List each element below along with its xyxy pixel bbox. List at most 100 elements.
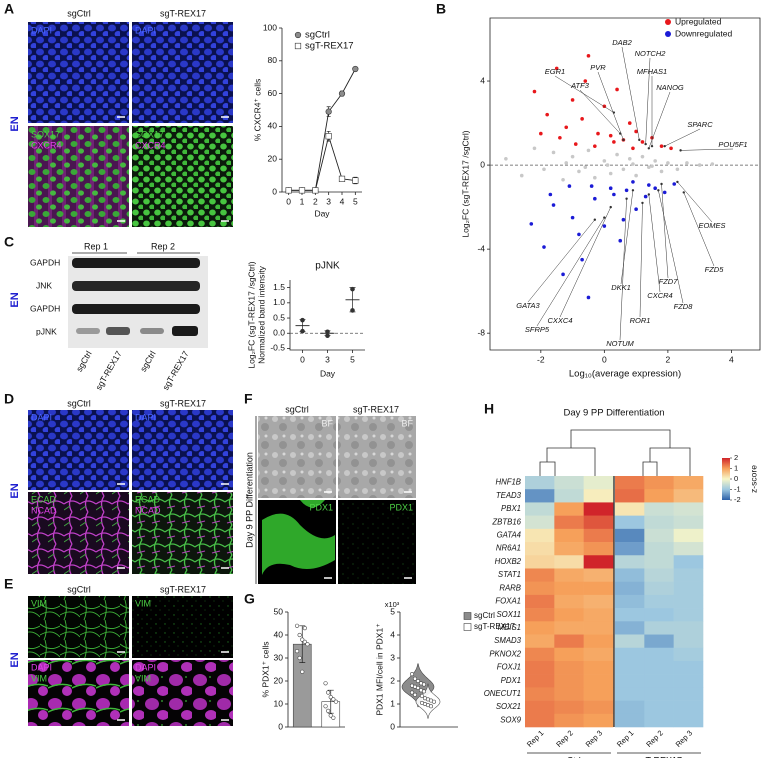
heatmap-cell — [615, 647, 645, 662]
panel-letter: H — [484, 401, 494, 417]
point — [659, 144, 664, 148]
y-tick-label: 10 — [274, 698, 284, 708]
y-tick-label: 20 — [274, 675, 284, 685]
point — [634, 173, 638, 178]
point — [675, 167, 680, 172]
heatmap-cell — [673, 502, 704, 516]
heatmap-cell — [615, 489, 645, 503]
heatmap-cell — [583, 542, 614, 556]
side-label: EN — [9, 292, 21, 307]
y-tick-label: 80 — [268, 55, 278, 65]
point — [647, 165, 651, 169]
point — [558, 135, 562, 140]
stain-label: SOX17 — [135, 129, 164, 139]
replicate-header: Rep 2 — [151, 241, 175, 251]
point — [415, 678, 420, 683]
side-label: Day 9 PP Differentiation — [244, 452, 254, 548]
point — [331, 715, 336, 720]
panel-letter: A — [4, 1, 14, 17]
heatmap-cell — [615, 700, 645, 715]
point — [350, 308, 355, 313]
annotation-leader — [597, 71, 624, 140]
marker — [285, 187, 292, 194]
marker — [312, 187, 319, 194]
marker — [352, 177, 359, 184]
point — [564, 125, 569, 130]
heatmap-cell — [554, 687, 584, 701]
point — [567, 184, 572, 188]
y-tick-label: 0.0 — [273, 328, 285, 338]
point — [593, 144, 597, 148]
column-label: Rep 1 — [615, 728, 636, 749]
point — [548, 192, 553, 197]
micrograph — [338, 416, 416, 498]
heatmap-cell — [673, 515, 704, 530]
annotation-label: DKK1 — [611, 283, 631, 292]
colorbar-tick-label: 2 — [734, 453, 738, 462]
annotated-point — [679, 149, 682, 152]
y-tick-label: 100 — [263, 22, 277, 32]
micrograph — [132, 492, 233, 574]
heatmap-cell — [615, 555, 645, 569]
colorbar-tick-label: 0 — [734, 474, 738, 483]
marker — [338, 90, 346, 97]
annotation-leader — [645, 57, 651, 145]
lane-label: sgT-REX17 — [160, 349, 191, 392]
heatmap-cell — [673, 621, 704, 635]
heatmap-cell — [673, 608, 704, 622]
heatmap-cell — [554, 660, 584, 675]
annotation-leader — [536, 217, 605, 327]
y-tick-label: 0 — [278, 721, 283, 731]
point — [577, 169, 581, 174]
micrograph — [338, 500, 416, 584]
point — [640, 154, 645, 159]
colorbar-label: z-score — [748, 465, 758, 493]
heatmap-cell — [615, 568, 645, 582]
column-label: Rep 2 — [644, 728, 665, 749]
annotated-point — [609, 205, 612, 209]
y-tick-label: 0.5 — [273, 312, 285, 322]
stain-label: VIM — [31, 598, 47, 608]
x-axis-label: Day — [320, 368, 336, 378]
stain-label: BF — [401, 418, 413, 428]
marker — [298, 187, 306, 194]
side-label: EN — [9, 652, 21, 667]
heatmap-cell — [644, 555, 674, 569]
marker — [352, 65, 359, 73]
point — [710, 162, 715, 166]
point — [672, 182, 677, 186]
y-tick-label: -4 — [477, 243, 485, 253]
heatmap-cell — [615, 687, 645, 701]
scale-bars — [117, 651, 229, 721]
point — [551, 203, 556, 207]
y-tick-label: 40 — [268, 121, 278, 131]
annotated-point — [625, 197, 628, 200]
heatmap-cell — [525, 621, 555, 635]
y-tick-label: 0 — [390, 721, 395, 731]
annotated-point — [647, 147, 651, 150]
colorbar-tick-label: -2 — [734, 495, 741, 504]
heatmap-cell — [644, 660, 674, 675]
y-axis-label: % CXCR4⁺ cells — [252, 79, 262, 142]
point — [554, 66, 559, 71]
side-label: EN — [9, 483, 21, 498]
annotation-label: ROR1 — [630, 316, 651, 325]
heatmap-cell — [525, 647, 555, 662]
point — [631, 180, 635, 184]
heatmap-cell — [615, 660, 645, 675]
chart-title: pJNK — [315, 261, 340, 272]
point — [618, 238, 623, 243]
micrograph — [132, 22, 233, 123]
micrograph — [28, 22, 129, 123]
point — [685, 161, 689, 165]
micrograph — [132, 410, 233, 490]
annotated-point — [676, 180, 679, 184]
annotated-point — [682, 191, 685, 194]
heatmap-cell — [554, 713, 584, 728]
annotation-label: EOMES — [698, 221, 725, 230]
point — [412, 676, 417, 681]
heatmap-cell — [554, 476, 584, 490]
legend-marker — [294, 31, 302, 39]
heatmap-cell — [615, 542, 645, 556]
heatmap-cell — [525, 515, 555, 530]
